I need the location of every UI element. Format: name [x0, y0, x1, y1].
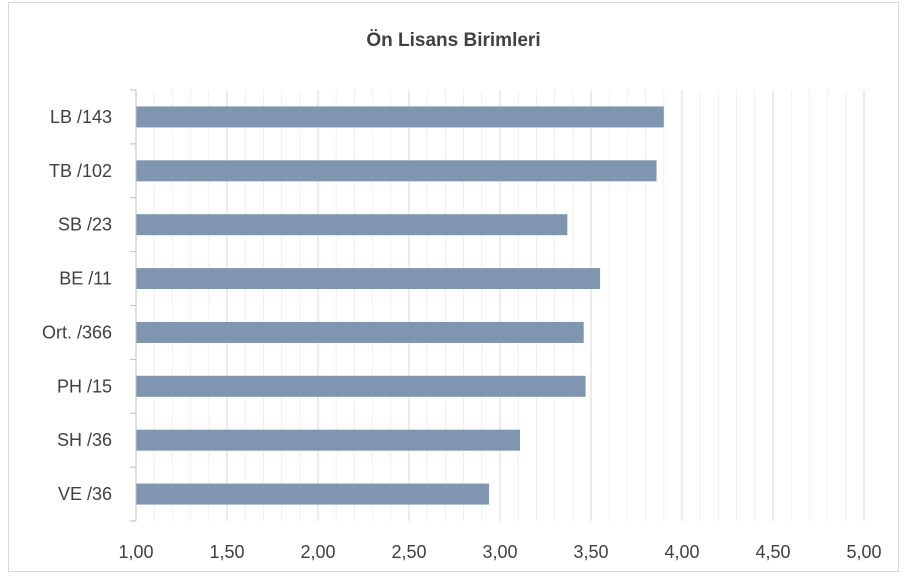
- bar: [136, 214, 568, 236]
- grid-layer: [153, 90, 865, 521]
- bar: [136, 429, 521, 451]
- x-tick-label: 2,50: [391, 542, 426, 562]
- axis-layer: [130, 89, 137, 522]
- category-label: Ort. /366: [42, 322, 112, 342]
- x-tick-label: 1,00: [118, 542, 153, 562]
- bar: [136, 483, 490, 505]
- x-tick-label: 4,50: [755, 542, 790, 562]
- bar: [136, 321, 584, 343]
- label-layer: LB /143 TB /102 SB /23 BE /11 Ort. /366 PH /1…: [42, 107, 882, 562]
- x-tick-label: 4,00: [664, 542, 699, 562]
- bar-layer: [136, 106, 664, 505]
- x-tick-label: 1,50: [209, 542, 244, 562]
- x-tick-label: 3,00: [482, 542, 517, 562]
- category-label: LB /143: [50, 107, 112, 127]
- bar: [136, 160, 657, 182]
- x-tick-label: 3,50: [573, 542, 608, 562]
- category-label: SB /23: [58, 215, 112, 235]
- category-label: SH /36: [57, 430, 112, 450]
- x-tick-label: 2,00: [300, 542, 335, 562]
- chart-title: Ön Lisans Birimleri: [366, 30, 541, 51]
- bar: [136, 268, 601, 290]
- x-tick-label: 5,00: [846, 542, 881, 562]
- category-label: TB /102: [49, 161, 112, 181]
- bar: [136, 106, 664, 128]
- category-label: BE /11: [59, 269, 112, 289]
- category-label: VE /36: [58, 484, 112, 504]
- bar: [136, 375, 586, 397]
- category-label: PH /15: [57, 376, 112, 396]
